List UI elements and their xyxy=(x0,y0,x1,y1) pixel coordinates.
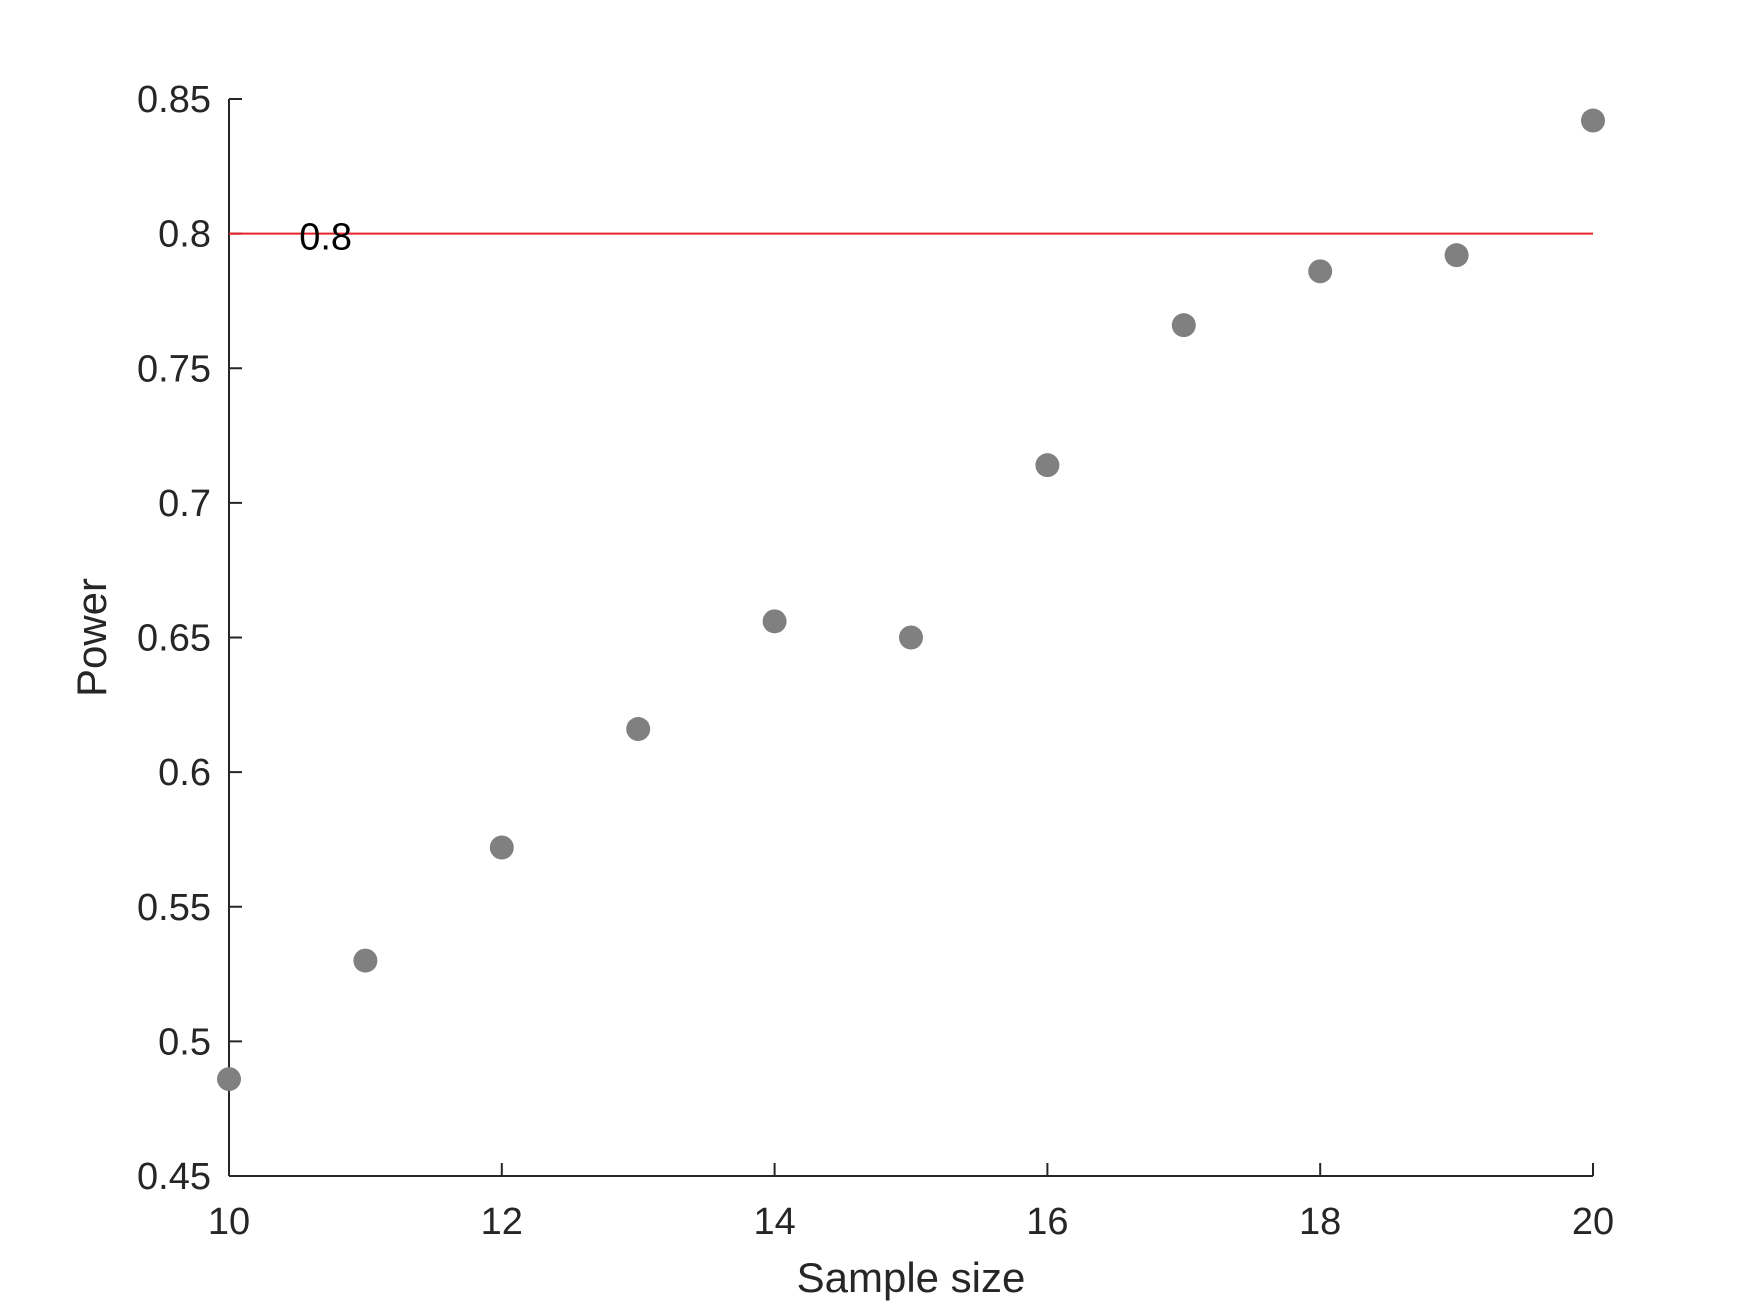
y-tick-label: 0.55 xyxy=(137,887,211,929)
x-tick-label: 12 xyxy=(481,1201,523,1243)
x-axis-label: Sample size xyxy=(797,1254,1026,1301)
x-tick-label: 20 xyxy=(1572,1201,1614,1243)
x-tick-label: 16 xyxy=(1026,1201,1068,1243)
y-tick-label: 0.75 xyxy=(137,348,211,390)
y-tick-label: 0.65 xyxy=(137,618,211,660)
data-point xyxy=(1444,243,1469,268)
data-point xyxy=(217,1067,241,1092)
x-tick-label: 10 xyxy=(208,1201,250,1243)
y-tick-label: 0.7 xyxy=(158,483,211,525)
data-point xyxy=(1308,259,1333,284)
y-tick-label: 0.6 xyxy=(158,752,211,794)
data-point xyxy=(1581,108,1605,133)
data-point xyxy=(353,948,378,973)
data-point xyxy=(1171,313,1196,338)
y-tick-label: 0.45 xyxy=(137,1156,211,1198)
data-point xyxy=(489,835,514,860)
reference-line-group: 0.8 xyxy=(229,217,1593,259)
y-tick-label: 0.5 xyxy=(158,1021,211,1063)
data-point xyxy=(1035,453,1060,478)
data-points xyxy=(217,108,1605,1092)
reference-line-label: 0.8 xyxy=(299,217,352,259)
axes: 0.45 0.5 0.55 0.6 0.65 0.7 0.75 0.8 0.85 10 12 14 16… xyxy=(137,79,1614,1243)
y-tick-label: 0.8 xyxy=(158,214,211,256)
x-tick-label: 18 xyxy=(1299,1201,1341,1243)
data-point xyxy=(899,625,923,650)
x-tick-label: 14 xyxy=(753,1201,795,1243)
y-axis-label: Power xyxy=(68,578,115,697)
data-point xyxy=(626,717,651,742)
y-tick-label: 0.85 xyxy=(137,79,211,121)
data-point xyxy=(762,609,787,634)
